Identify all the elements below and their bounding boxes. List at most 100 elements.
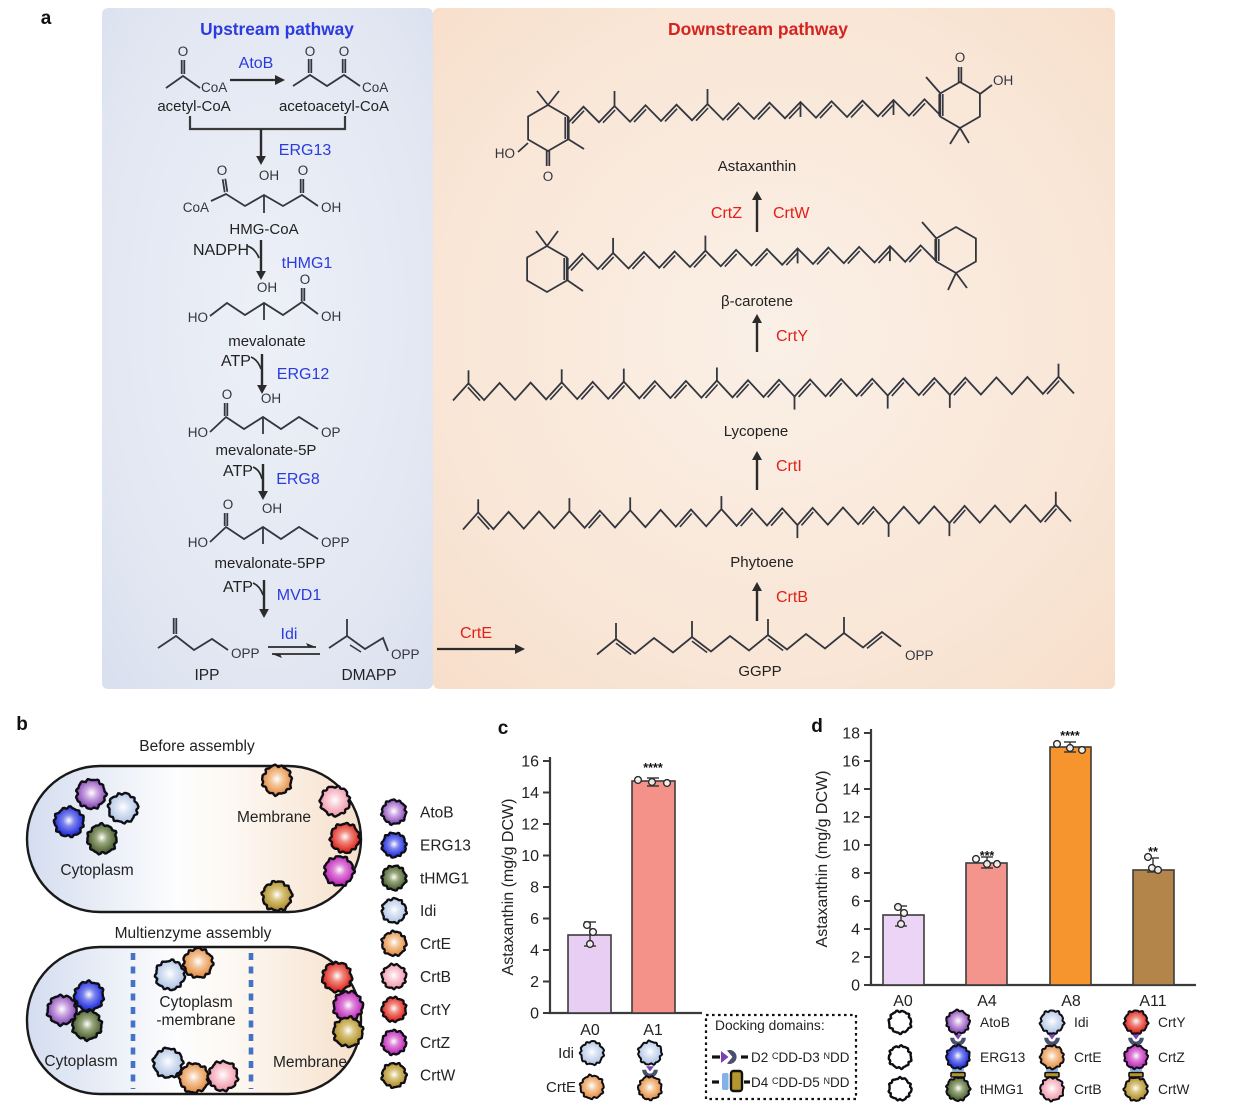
svg-text:CrtB: CrtB — [420, 969, 451, 986]
svg-text:OH: OH — [261, 391, 281, 406]
svg-text:Cytoplasm: Cytoplasm — [159, 994, 232, 1011]
svg-text:c: c — [498, 718, 509, 739]
svg-text:4: 4 — [530, 943, 539, 960]
svg-text:O: O — [223, 497, 234, 512]
svg-text:Upstream pathway: Upstream pathway — [200, 19, 354, 39]
svg-text:***: *** — [980, 849, 995, 863]
svg-text:NADPH: NADPH — [193, 242, 249, 259]
svg-text:4: 4 — [851, 922, 860, 939]
svg-text:Astaxanthin: Astaxanthin — [718, 158, 796, 175]
svg-text:16: 16 — [842, 754, 860, 771]
svg-text:Astaxanthin (mg/g DCW): Astaxanthin (mg/g DCW) — [500, 799, 517, 976]
svg-text:Idi: Idi — [558, 1045, 574, 1062]
svg-text:ATP: ATP — [223, 579, 253, 596]
svg-text:tHMG1: tHMG1 — [980, 1082, 1024, 1097]
svg-text:****: **** — [643, 761, 663, 775]
svg-text:OH: OH — [321, 200, 341, 215]
svg-text:mevalonate: mevalonate — [228, 333, 306, 350]
svg-text:A1: A1 — [643, 1022, 663, 1039]
svg-text:O: O — [339, 44, 350, 59]
svg-text:ATP: ATP — [223, 463, 253, 480]
svg-text:CrtB: CrtB — [1074, 1082, 1102, 1097]
svg-text:Multienzyme assembly: Multienzyme assembly — [115, 925, 272, 942]
svg-text:-membrane: -membrane — [156, 1012, 235, 1029]
svg-text:18: 18 — [842, 726, 860, 743]
svg-text:O: O — [305, 44, 316, 59]
svg-text:tHMG1: tHMG1 — [282, 255, 333, 272]
svg-text:2: 2 — [851, 950, 860, 967]
svg-text:HO: HO — [188, 310, 208, 325]
svg-text:ERG12: ERG12 — [277, 366, 330, 383]
svg-text:AtoB: AtoB — [239, 55, 274, 72]
svg-text:Lycopene: Lycopene — [724, 423, 789, 440]
svg-text:12: 12 — [521, 817, 539, 834]
svg-text:HO: HO — [188, 425, 208, 440]
svg-text:DMAPP: DMAPP — [341, 667, 396, 684]
svg-text:Membrane: Membrane — [237, 809, 311, 826]
svg-text:CrtI: CrtI — [776, 458, 802, 475]
svg-text:Membrane: Membrane — [273, 1054, 347, 1071]
svg-text:****: **** — [1060, 729, 1080, 743]
svg-text:OH: OH — [993, 73, 1013, 88]
svg-text:0: 0 — [530, 1006, 539, 1023]
svg-text:0: 0 — [851, 978, 860, 995]
svg-text:MVD1: MVD1 — [277, 587, 322, 604]
svg-text:A0: A0 — [580, 1022, 600, 1039]
svg-text:OPP: OPP — [321, 535, 350, 550]
svg-text:ERG13: ERG13 — [279, 142, 332, 159]
svg-text:CrtZ: CrtZ — [711, 205, 742, 222]
svg-text:O: O — [543, 169, 554, 184]
svg-text:OP: OP — [321, 425, 341, 440]
svg-text:AtoB: AtoB — [980, 1015, 1010, 1030]
svg-text:HMG-CoA: HMG-CoA — [229, 221, 298, 238]
svg-text:CrtY: CrtY — [776, 328, 808, 345]
svg-text:2: 2 — [530, 974, 539, 991]
svg-text:OH: OH — [259, 168, 279, 183]
svg-text:O: O — [298, 163, 309, 178]
svg-text:CoA: CoA — [183, 200, 209, 215]
svg-text:CrtE: CrtE — [420, 936, 451, 953]
svg-text:A0: A0 — [893, 993, 913, 1010]
svg-text:Idi: Idi — [281, 626, 298, 643]
svg-text:A4: A4 — [977, 993, 997, 1010]
svg-text:D2 CDD-D3 NDD: D2 CDD-D3 NDD — [751, 1050, 850, 1065]
svg-text:b: b — [16, 714, 28, 735]
svg-text:O: O — [222, 387, 233, 402]
svg-text:**: ** — [1148, 845, 1158, 859]
svg-text:ERG8: ERG8 — [276, 471, 320, 488]
svg-text:Cytoplasm: Cytoplasm — [60, 862, 133, 879]
svg-text:Astaxanthin (mg/g DCW): Astaxanthin (mg/g DCW) — [814, 771, 831, 948]
svg-text:HO: HO — [188, 535, 208, 550]
svg-text:8: 8 — [530, 880, 539, 897]
svg-text:Idi: Idi — [1074, 1015, 1089, 1030]
svg-text:O: O — [217, 163, 228, 178]
svg-text:β-carotene: β-carotene — [721, 293, 793, 310]
svg-text:CrtZ: CrtZ — [1158, 1050, 1185, 1065]
svg-text:6: 6 — [530, 911, 539, 928]
svg-text:6: 6 — [851, 894, 860, 911]
svg-text:ERG13: ERG13 — [420, 837, 471, 854]
svg-text:CrtZ: CrtZ — [420, 1035, 450, 1052]
svg-text:HO: HO — [495, 146, 515, 161]
svg-text:Downstream pathway: Downstream pathway — [668, 19, 848, 39]
svg-text:OPP: OPP — [391, 647, 420, 662]
svg-text:CrtW: CrtW — [773, 205, 810, 222]
svg-text:14: 14 — [842, 782, 860, 799]
svg-text:acetoacetyl-CoA: acetoacetyl-CoA — [279, 98, 389, 115]
svg-text:A11: A11 — [1139, 993, 1166, 1010]
svg-text:10: 10 — [521, 848, 539, 865]
svg-text:14: 14 — [521, 785, 539, 802]
svg-text:OH: OH — [321, 309, 341, 324]
svg-text:D4 CDD-D5 NDD: D4 CDD-D5 NDD — [751, 1075, 850, 1090]
svg-text:Phytoene: Phytoene — [730, 554, 793, 571]
svg-text:O: O — [178, 44, 189, 59]
svg-text:AtoB: AtoB — [420, 805, 454, 822]
svg-text:Cytoplasm: Cytoplasm — [44, 1053, 117, 1070]
svg-text:Idi: Idi — [420, 903, 436, 920]
svg-text:OPP: OPP — [231, 646, 260, 661]
svg-text:CrtW: CrtW — [420, 1068, 456, 1085]
svg-text:mevalonate-5P: mevalonate-5P — [216, 442, 317, 459]
svg-text:d: d — [811, 716, 823, 737]
svg-text:CrtE: CrtE — [546, 1079, 576, 1096]
svg-text:16: 16 — [521, 754, 539, 771]
